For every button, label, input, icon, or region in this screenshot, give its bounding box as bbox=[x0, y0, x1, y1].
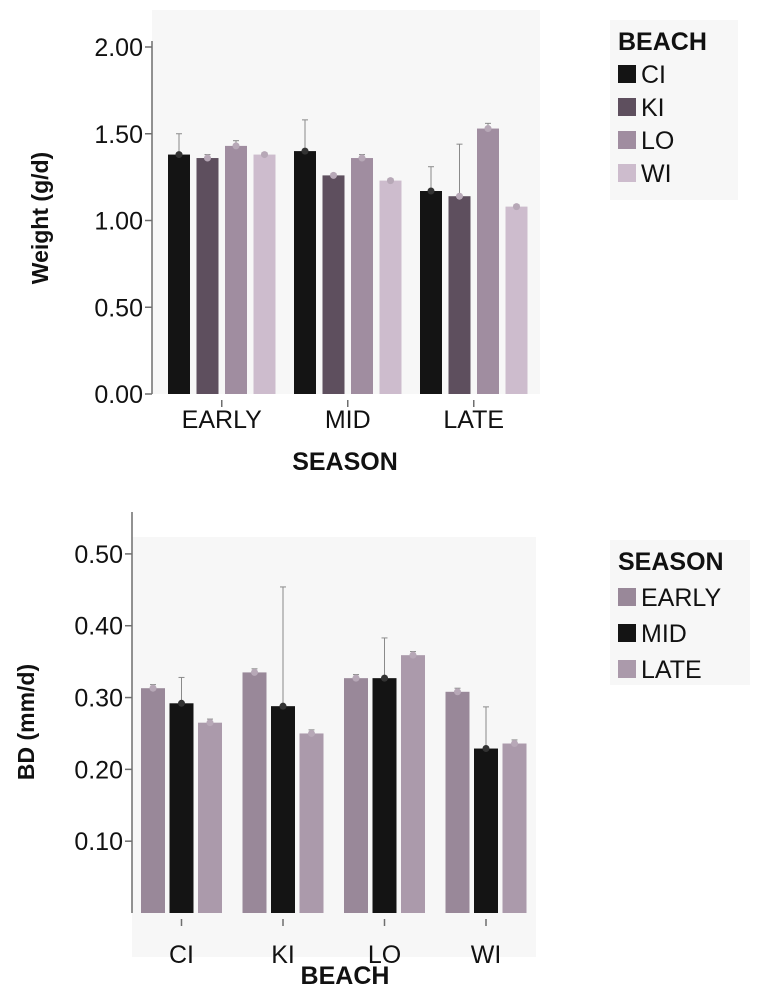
bar-early-wi bbox=[253, 154, 276, 394]
x-tick-label-wi: WI bbox=[471, 941, 502, 969]
y-axis-title: Weight (g/d) bbox=[27, 152, 53, 284]
mean-point bbox=[330, 171, 337, 179]
y-tick-label: 0.20 bbox=[74, 756, 123, 784]
bar-lo-early bbox=[344, 678, 368, 913]
mean-point bbox=[454, 688, 461, 696]
mean-point bbox=[387, 177, 394, 185]
bar-mid-ci bbox=[294, 151, 316, 394]
mean-point bbox=[308, 729, 315, 737]
x-tick-label-ki: KI bbox=[271, 941, 295, 969]
legend-title: SEASON bbox=[618, 548, 724, 576]
mean-point bbox=[513, 203, 520, 211]
legend-swatch-lo bbox=[618, 131, 636, 149]
legend-title: BEACH bbox=[618, 28, 707, 56]
bar-late-lo bbox=[477, 128, 499, 395]
mean-point bbox=[204, 154, 211, 162]
bar-mid-wi bbox=[379, 180, 402, 394]
mean-point bbox=[206, 719, 214, 727]
mean-point bbox=[381, 674, 388, 682]
legend-label-ci: CI bbox=[641, 61, 666, 89]
y-tick-label: 0.40 bbox=[74, 613, 123, 641]
x-axis-title: BEACH bbox=[301, 962, 390, 990]
mean-point bbox=[232, 142, 240, 150]
legend-swatch-wi bbox=[618, 164, 636, 182]
bar-ki-mid bbox=[271, 706, 295, 913]
legend-label-wi: WI bbox=[641, 160, 672, 188]
bar-ki-late bbox=[299, 733, 324, 913]
y-tick-label: 0.00 bbox=[94, 381, 143, 409]
bar-early-ci bbox=[168, 154, 190, 394]
mean-point bbox=[409, 651, 417, 659]
y-tick-label: 2.00 bbox=[94, 34, 143, 62]
x-tick-label-early: EARLY bbox=[182, 406, 262, 434]
legend-swatch-mid bbox=[618, 624, 636, 642]
bar-late-ki bbox=[448, 196, 471, 394]
bar-mid-ki bbox=[322, 175, 345, 394]
mean-point bbox=[427, 187, 435, 195]
mean-point bbox=[484, 125, 492, 133]
bar-ci-mid bbox=[169, 703, 194, 913]
legend-swatch-ci bbox=[618, 65, 636, 83]
mean-point bbox=[456, 192, 463, 200]
mean-point bbox=[261, 151, 268, 159]
bar-lo-late bbox=[401, 655, 425, 913]
legend-label-late: LATE bbox=[641, 656, 702, 684]
bar-late-wi bbox=[505, 206, 528, 394]
mean-point bbox=[251, 668, 258, 676]
y-tick-label: 1.00 bbox=[94, 208, 143, 236]
legend-swatch-ki bbox=[618, 98, 636, 116]
y-tick-label: 0.50 bbox=[74, 541, 123, 569]
bar-early-ki bbox=[196, 158, 219, 394]
weight-chart: 0.00 0.50 1.00 1.50 2.00 EARLY MID LATE SEASON We… bbox=[27, 10, 738, 476]
bar-late-ci bbox=[420, 191, 442, 394]
y-tick-label: 0.30 bbox=[74, 685, 123, 713]
bd-chart: 0.10 0.20 0.30 0.40 0.50 CI KI LO WI BEACH BD (mm/… bbox=[13, 512, 750, 990]
y-tick-label: 0.10 bbox=[74, 828, 123, 856]
mean-point bbox=[149, 684, 157, 692]
legend-label-mid: MID bbox=[641, 620, 687, 648]
mean-point bbox=[178, 699, 185, 707]
legend-swatch-early bbox=[618, 588, 636, 606]
mean-point bbox=[301, 147, 309, 155]
legend-swatch-late bbox=[618, 660, 636, 678]
mean-point bbox=[511, 740, 518, 748]
bar-ci-late bbox=[198, 722, 222, 913]
legend-label-early: EARLY bbox=[641, 584, 721, 612]
bar-mid-lo bbox=[351, 158, 373, 394]
legend-label-lo: LO bbox=[641, 127, 674, 155]
y-tick-label: 0.50 bbox=[94, 294, 143, 322]
mean-point bbox=[279, 702, 287, 710]
x-axis-title: SEASON bbox=[292, 448, 398, 476]
x-tick-label-ci: CI bbox=[169, 941, 194, 969]
bar-wi-early bbox=[445, 691, 470, 913]
bar-ki-early bbox=[242, 672, 267, 913]
mean-point bbox=[482, 745, 490, 753]
mean-point bbox=[175, 151, 183, 159]
mean-point bbox=[352, 674, 360, 682]
mean-point bbox=[358, 154, 366, 162]
x-tick-label-lo: LO bbox=[368, 941, 401, 969]
bar-ci-early bbox=[141, 688, 165, 913]
bar-wi-mid bbox=[474, 748, 498, 913]
bar-lo-mid bbox=[372, 678, 397, 913]
bar-wi-late bbox=[502, 743, 527, 913]
y-axis-title: BD (mm/d) bbox=[13, 664, 39, 780]
legend-label-ki: KI bbox=[641, 94, 665, 122]
x-tick-label-late: LATE bbox=[443, 406, 504, 434]
bar-early-lo bbox=[225, 145, 247, 394]
y-tick-label: 1.50 bbox=[94, 121, 143, 149]
x-tick-label-mid: MID bbox=[325, 406, 371, 434]
